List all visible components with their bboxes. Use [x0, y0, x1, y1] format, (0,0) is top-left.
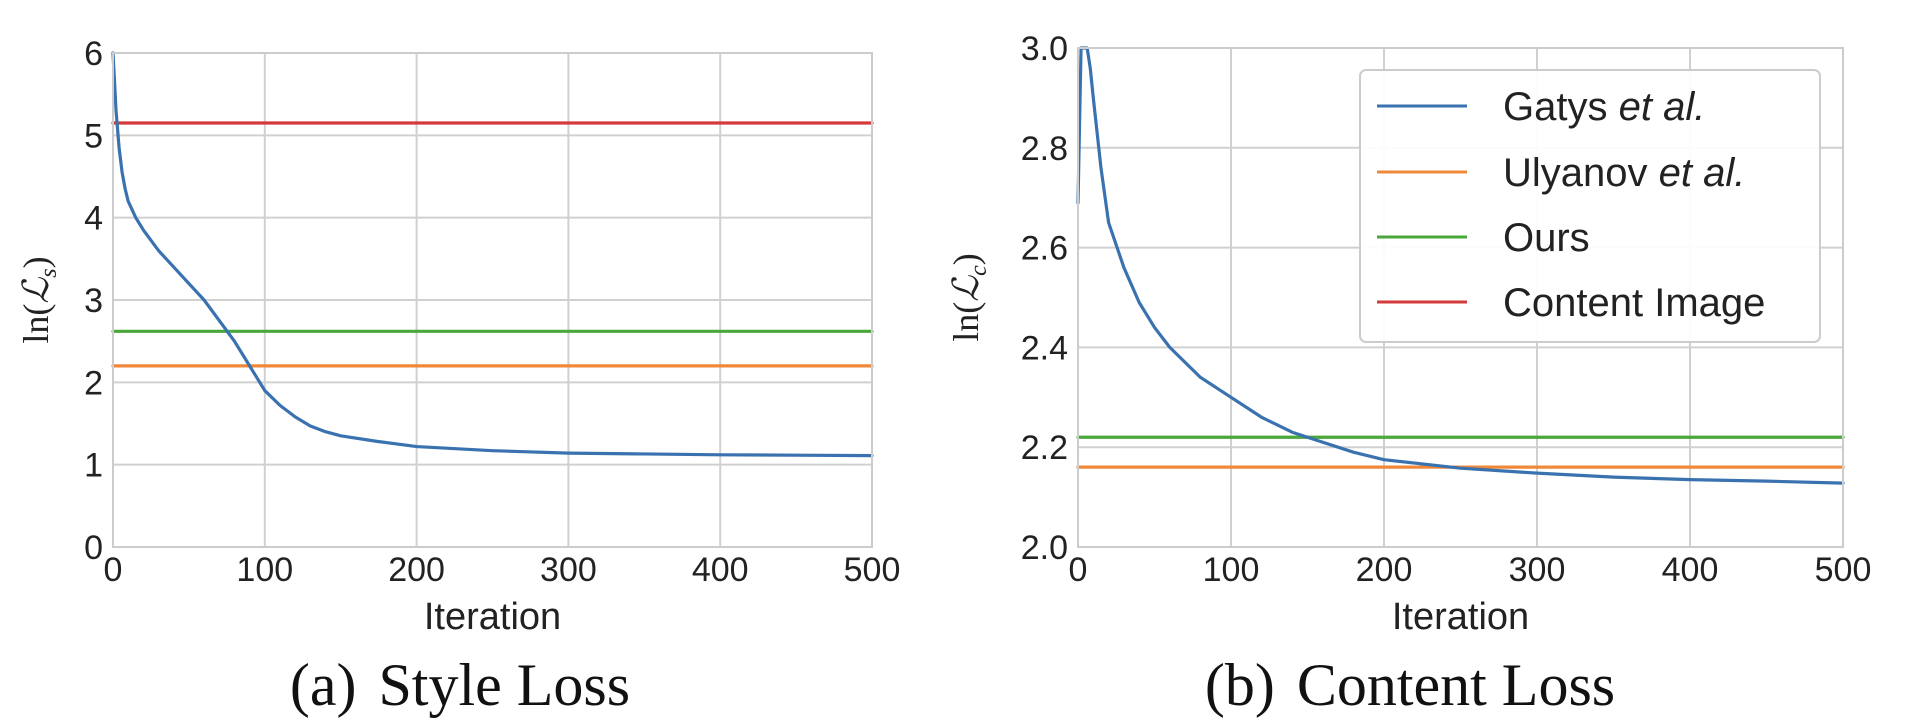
content-loss-x-tick-label: 400: [1662, 551, 1719, 589]
legend: Gatys et al. Ulyanov et al. Ours Content…: [1359, 69, 1821, 343]
style-loss-y-tick-label: 3: [84, 282, 103, 320]
legend-box: [1359, 69, 1821, 343]
content-loss-y-tick-label: 2.0: [1021, 529, 1068, 567]
legend-label-gatys: Gatys et al.: [1503, 85, 1705, 129]
style-loss-x-tick-label: 300: [540, 551, 597, 589]
style-loss-x-axis-label: Iteration: [424, 596, 561, 638]
content-loss-x-tick-label: 100: [1203, 551, 1260, 589]
content-loss-y-tick-label: 3.0: [1021, 30, 1068, 68]
style-loss-y-tick-label: 1: [84, 447, 103, 485]
style-loss-y-ticks: 0 1 2 3 4 5 6: [84, 35, 103, 567]
style-loss-x-tick-label: 500: [844, 551, 901, 589]
content-loss-x-tick-label: 0: [1069, 551, 1088, 589]
content-loss-chart: 0 100 200 300 400 500 2.0 2.2 2.4 2.6 2.8 3.0 Iter…: [946, 30, 1871, 718]
style-loss-x-tick-label: 200: [388, 551, 445, 589]
content-loss-y-axis-label: ln(ℒc): [946, 253, 992, 342]
legend-label-ours: Ours: [1503, 216, 1590, 260]
style-loss-x-tick-label: 100: [236, 551, 293, 589]
style-loss-y-tick-label: 2: [84, 364, 103, 402]
style-loss-y-tick-label: 6: [84, 35, 103, 73]
style-loss-x-tick-label: 400: [692, 551, 749, 589]
style-loss-chart: 0 100 200 300 400 500 0 1 2 3 4 5 6 Iteration ln(ℒs…: [16, 35, 900, 718]
legend-label-content-image: Content Image: [1503, 281, 1765, 325]
content-loss-series-gatys-et-al: [1076, 46, 1845, 485]
style-loss-series: [111, 51, 874, 458]
content-loss-y-tick-label: 2.4: [1021, 329, 1068, 367]
style-loss-series-gatys-et-al: [111, 51, 874, 458]
style-loss-caption: (a) Style Loss: [290, 652, 630, 718]
legend-label-ulyanov: Ulyanov et al.: [1503, 151, 1745, 195]
style-loss-plot-frame: [112, 52, 873, 548]
style-loss-x-ticks: 0 100 200 300 400 500: [104, 551, 901, 589]
content-loss-x-axis-label: Iteration: [1392, 596, 1529, 638]
style-loss-y-axis-label: ln(ℒs): [16, 256, 62, 343]
content-loss-plot-frame: [1077, 47, 1844, 548]
content-loss-y-tick-label: 2.6: [1021, 230, 1068, 268]
content-loss-x-tick-label: 200: [1356, 551, 1413, 589]
style-loss-y-tick-label: 0: [84, 529, 103, 567]
content-loss-caption: (b) Content Loss: [1205, 652, 1615, 718]
content-loss-x-ticks: 0 100 200 300 400 500: [1069, 551, 1872, 589]
style-loss-y-tick-label: 4: [84, 200, 103, 238]
style-loss-x-tick-label: 0: [104, 551, 123, 589]
content-loss-series: [1076, 46, 1845, 485]
content-loss-y-ticks: 2.0 2.2 2.4 2.6 2.8 3.0: [1021, 30, 1068, 567]
content-loss-y-tick-label: 2.8: [1021, 130, 1068, 168]
style-loss-y-tick-label: 5: [84, 117, 103, 155]
content-loss-y-tick-label: 2.2: [1021, 429, 1068, 467]
style-loss-grid: [112, 52, 873, 548]
content-loss-x-tick-label: 300: [1509, 551, 1566, 589]
content-loss-x-tick-label: 500: [1815, 551, 1872, 589]
